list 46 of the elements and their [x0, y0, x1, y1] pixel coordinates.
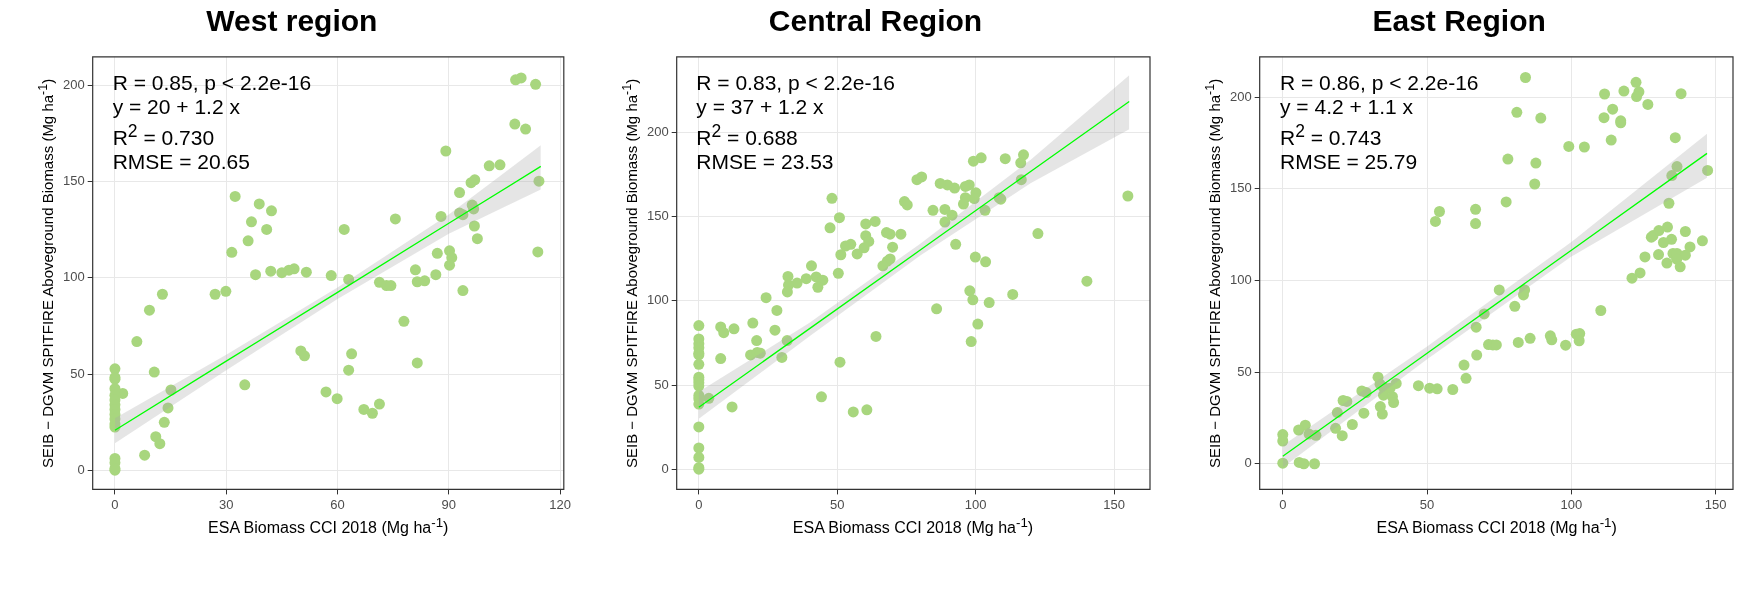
chart-title: East Region — [1371, 4, 1547, 38]
x-tick-label: 100 — [1560, 496, 1583, 512]
x-tick-label: 150 — [1102, 496, 1125, 512]
x-axis-title: ESA Biomass CCI 2018 (Mg ha$^{-1}$) — [207, 515, 450, 538]
y-tick-label: 0 — [1244, 455, 1253, 471]
y-tick-label: 150 — [1230, 180, 1253, 196]
annotation: R = 0.86, p < 2.2e-16 — [1280, 70, 1479, 94]
y-tick-label: 50 — [1237, 363, 1253, 379]
y-tick-label: 50 — [653, 376, 669, 392]
y-tick-label: 200 — [62, 77, 85, 93]
x-axis-title: ESA Biomass CCI 2018 (Mg ha$^{-1}$) — [791, 515, 1035, 538]
y-tick-label: 150 — [62, 173, 85, 189]
annotation: R = 0.83, p < 2.2e-16 — [696, 70, 895, 94]
x-tick-label: 30 — [219, 496, 234, 512]
annotation: R$^{2}$ = 0.743 — [1280, 120, 1382, 149]
x-tick-label: 100 — [964, 496, 987, 512]
y-tick-label: 200 — [1230, 88, 1253, 104]
x-tick-label: 90 — [441, 496, 457, 512]
y-tick-label: 100 — [646, 292, 669, 308]
chart-title: West region — [205, 4, 379, 38]
x-tick-label: 50 — [829, 496, 845, 512]
annotation: R$^{2}$ = 0.688 — [696, 120, 798, 149]
x-tick-label: 150 — [1705, 496, 1727, 512]
y-tick-label: 0 — [661, 460, 669, 476]
x-tick-label: 50 — [1420, 496, 1435, 512]
x-tick-label: 60 — [330, 496, 345, 512]
y-tick-label: 200 — [646, 124, 669, 140]
y-tick-label: 100 — [1230, 272, 1253, 288]
annotation: RMSE = 20.65 — [112, 149, 250, 173]
annotation: R$^{2}$ = 0.730 — [112, 120, 215, 149]
x-tick-label: 0 — [1279, 496, 1287, 512]
annotation: y = 4.2 + 1.1 x — [1280, 94, 1414, 118]
x-tick-label: 0 — [694, 496, 703, 512]
chart-title: Central Region — [767, 4, 984, 38]
x-axis-title: ESA Biomass CCI 2018 (Mg ha$^{-1}$) — [1375, 515, 1618, 538]
annotation: R = 0.85, p < 2.2e-16 — [112, 70, 312, 94]
y-tick-label: 150 — [646, 208, 669, 224]
annotation: y = 37 + 1.2 x — [696, 94, 824, 118]
y-tick-label: 50 — [70, 365, 85, 381]
annotation: y = 20 + 1.2 x — [112, 94, 240, 118]
y-tick-label: 0 — [77, 461, 85, 477]
x-tick-label: 120 — [549, 496, 571, 512]
x-tick-label: 0 — [111, 496, 119, 512]
y-tick-label: 100 — [62, 269, 85, 285]
annotation: RMSE = 25.79 — [1280, 149, 1418, 173]
annotation: RMSE = 23.53 — [696, 149, 834, 173]
